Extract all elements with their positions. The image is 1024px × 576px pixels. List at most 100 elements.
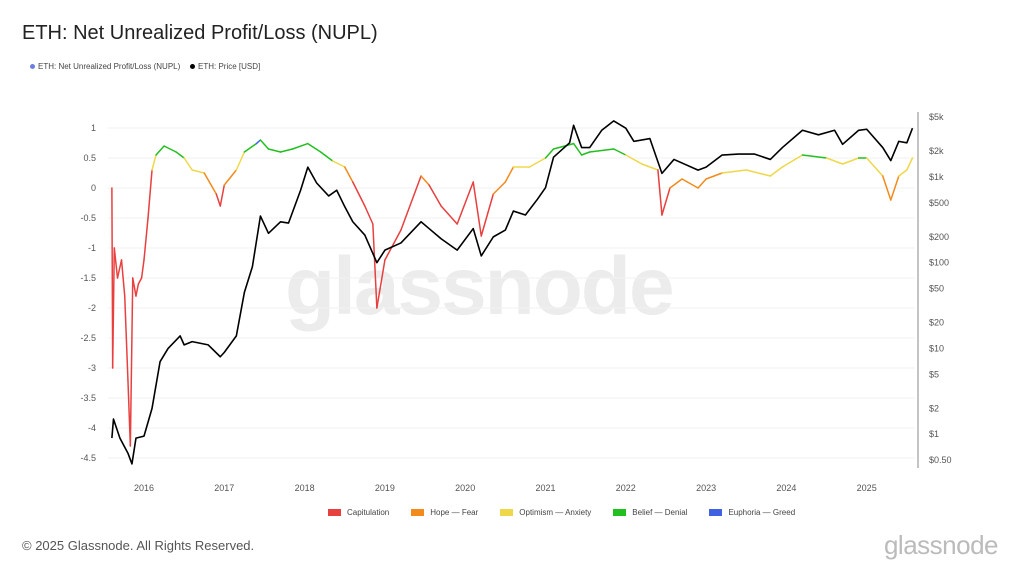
y-right-tick: $5k xyxy=(929,112,944,122)
zone-legend-item[interactable]: Belief — Denial xyxy=(613,508,687,517)
zone-swatch-icon xyxy=(709,509,723,517)
nupl-segment xyxy=(116,259,123,279)
x-tick: 2024 xyxy=(776,483,796,493)
x-tick: 2023 xyxy=(696,483,716,493)
x-tick: 2022 xyxy=(616,483,636,493)
nupl-segment xyxy=(113,247,119,279)
nupl-segment xyxy=(745,169,772,177)
zone-legend: Capitulation Hope — Fear Optimism — Anxiet… xyxy=(328,508,795,517)
nupl-segment xyxy=(291,142,309,150)
nupl-segment xyxy=(319,151,334,162)
legend-nupl[interactable]: ETH: Net Unrealized Profit/Loss (NUPL) xyxy=(30,62,180,71)
price-line xyxy=(111,120,914,465)
nupl-segment xyxy=(352,181,366,207)
nupl-segment xyxy=(151,154,157,171)
nupl-segment xyxy=(111,247,116,369)
x-tick: 2019 xyxy=(375,483,395,493)
y-right-tick: $100 xyxy=(929,258,949,268)
nupl-segment xyxy=(801,154,828,159)
nupl-segment xyxy=(781,154,804,168)
nupl-segment xyxy=(420,175,430,186)
nupl-segment xyxy=(267,148,282,153)
legend-label: ETH: Price [USD] xyxy=(198,62,261,71)
y-right-tick: $0.50 xyxy=(929,455,952,465)
nupl-segment xyxy=(331,160,346,168)
nupl-segment xyxy=(175,151,185,159)
nupl-segment xyxy=(613,148,627,156)
nupl-segment xyxy=(865,157,884,177)
zone-swatch-icon xyxy=(328,509,341,517)
nupl-segment xyxy=(472,181,483,237)
y-left-tick: -1 xyxy=(88,243,96,253)
x-tick: 2025 xyxy=(857,483,877,493)
y-left-tick: 1 xyxy=(91,123,96,133)
nupl-segment xyxy=(841,157,860,165)
nupl-segment xyxy=(129,277,134,447)
nupl-dot-icon xyxy=(30,64,35,69)
nupl-segment xyxy=(572,142,583,156)
page-title: ETH: Net Unrealized Profit/Loss (NUPL) xyxy=(22,22,378,44)
nupl-segment xyxy=(625,154,643,165)
nupl-segment xyxy=(641,163,659,171)
nupl-segment xyxy=(123,295,129,381)
y-left-tick: -3.5 xyxy=(80,393,96,403)
nupl-segment xyxy=(307,142,322,153)
nupl-segment xyxy=(721,169,747,174)
x-tick: 2018 xyxy=(295,483,315,493)
zone-swatch-icon xyxy=(500,509,514,517)
nupl-segment xyxy=(882,175,892,201)
y-right-tick: $5 xyxy=(929,369,939,379)
y-left-tick: -1.5 xyxy=(80,273,96,283)
nupl-segment xyxy=(163,145,177,153)
nupl-segment xyxy=(215,193,222,207)
zone-swatch-icon xyxy=(411,509,425,517)
nupl-segment xyxy=(552,142,575,150)
legend-label: ETH: Net Unrealized Profit/Loss (NUPL) xyxy=(38,62,181,71)
x-tick: 2016 xyxy=(134,483,154,493)
legend-price[interactable]: ETH: Price [USD] xyxy=(190,62,260,71)
nupl-segment xyxy=(120,259,126,297)
y-right-tick: $50 xyxy=(929,284,944,294)
nupl-segment xyxy=(428,184,442,207)
nupl-segment xyxy=(661,187,671,216)
nupl-segment xyxy=(456,181,474,225)
y-left-tick: -2.5 xyxy=(80,333,96,343)
zone-legend-item[interactable]: Optimism — Anxiety xyxy=(500,508,591,517)
nupl-segment xyxy=(235,151,246,171)
nupl-segment xyxy=(191,169,205,174)
brand-logo: glassnode xyxy=(883,530,999,560)
nupl-segment xyxy=(376,259,386,309)
y-left-tick: -0.5 xyxy=(80,213,96,223)
nupl-segment xyxy=(143,217,149,261)
nupl-segment xyxy=(588,148,615,153)
nupl-segment xyxy=(155,145,165,156)
nupl-segment xyxy=(223,169,238,186)
nupl-segment xyxy=(203,172,218,195)
nupl-segment xyxy=(259,139,270,150)
nupl-segment xyxy=(243,142,258,153)
y-right-tick: $500 xyxy=(929,198,949,208)
nupl-segment xyxy=(669,178,683,189)
nupl-segment xyxy=(372,223,378,309)
y-right-tick: $20 xyxy=(929,318,944,328)
zone-label: Hope — Fear xyxy=(430,508,479,517)
nupl-segment xyxy=(255,139,262,145)
zone-legend-item[interactable]: Hope — Fear xyxy=(411,508,478,517)
y-left-tick: 0.5 xyxy=(83,153,96,163)
nupl-segment xyxy=(528,157,547,168)
nupl-segment xyxy=(504,166,515,183)
nupl-segment xyxy=(364,205,374,225)
y-right-tick: $2k xyxy=(929,146,944,156)
x-tick: 2021 xyxy=(535,483,555,493)
zone-label: Optimism — Anxiety xyxy=(519,508,592,517)
zone-legend-item[interactable]: Capitulation xyxy=(328,508,389,517)
nupl-segment xyxy=(344,166,354,183)
y-left-tick: -4 xyxy=(88,423,96,433)
nupl-segment xyxy=(384,229,402,261)
zone-label: Capitulation xyxy=(347,508,390,517)
zone-legend-item[interactable]: Euphoria — Greed xyxy=(709,508,795,517)
y-left-tick: -4.5 xyxy=(80,453,96,463)
y-right-tick: $1 xyxy=(929,429,939,439)
nupl-segment xyxy=(825,157,844,165)
